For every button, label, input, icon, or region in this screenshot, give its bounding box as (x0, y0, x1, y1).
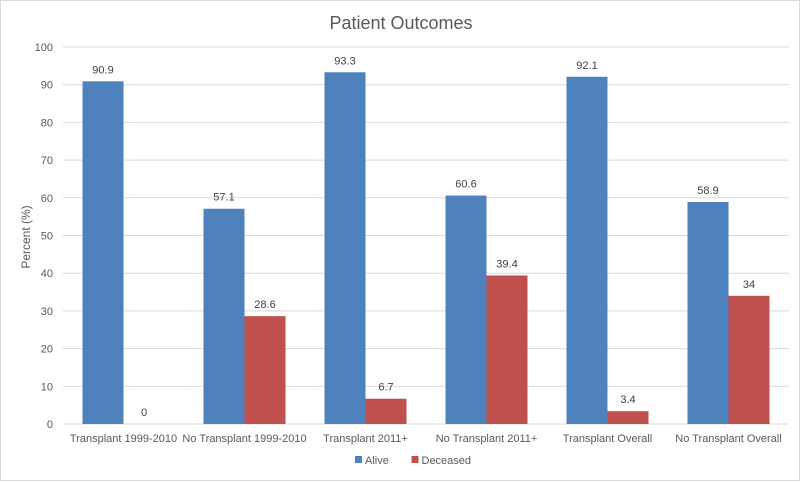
data-label: 0 (141, 407, 147, 419)
legend-label: Deceased (422, 455, 472, 467)
y-tick-label: 20 (41, 344, 53, 356)
data-label: 90.9 (92, 64, 113, 76)
data-label: 58.9 (697, 185, 718, 197)
y-tick-label: 90 (41, 80, 53, 92)
y-tick-label: 0 (47, 419, 53, 431)
legend-swatch-alive (355, 456, 362, 463)
data-label: 92.1 (576, 60, 597, 72)
bar-alive (566, 76, 608, 425)
x-category-label: Transplant 2011+ (323, 433, 408, 445)
x-category-label: Transplant 1999-2010 (70, 433, 177, 445)
y-tick-label: 30 (41, 306, 53, 318)
y-tick-label: 80 (41, 117, 53, 129)
legend-swatch-deceased (411, 456, 419, 463)
chart-title: Patient Outcomes (329, 13, 472, 33)
legend-label: Alive (365, 455, 389, 467)
data-label: 39.4 (496, 258, 517, 270)
bar-deceased (607, 411, 649, 424)
bar-alive (445, 195, 487, 424)
data-label: 93.3 (334, 55, 355, 67)
data-labels: 90.9 0 57.1 28.6 93.3 6.7 60.6 39.4 92.1 3.4 58.9 3… (92, 55, 755, 419)
bar-alive (687, 201, 729, 424)
bar-deceased (486, 275, 528, 424)
data-label: 57.1 (213, 192, 234, 204)
data-label: 6.7 (378, 382, 393, 394)
y-tick-label: 60 (41, 193, 53, 205)
data-label: 28.6 (254, 299, 275, 311)
y-tick-label: 50 (41, 231, 53, 243)
data-label: 60.6 (455, 179, 476, 191)
bars (82, 72, 770, 425)
x-axis-categories: Transplant 1999-2010 No Transplant 1999-2… (70, 433, 782, 445)
bar-alive (324, 72, 366, 424)
y-tick-label: 100 (35, 42, 53, 54)
y-tick-label: 40 (41, 268, 53, 280)
y-axis-ticks: 0 10 20 30 40 50 60 70 80 90 100 (35, 42, 53, 431)
x-category-label: Transplant Overall (563, 433, 652, 445)
bar-alive (82, 81, 124, 424)
bar-alive (203, 208, 245, 424)
bar-deceased (728, 295, 770, 424)
y-axis-label: Percent (%) (19, 205, 33, 268)
legend: Alive Deceased (355, 455, 471, 467)
y-tick-label: 70 (41, 155, 53, 167)
y-tick-label: 10 (41, 381, 53, 393)
x-category-label: No Transplant Overall (675, 433, 781, 445)
bar-deceased (365, 398, 407, 424)
bar-deceased (244, 316, 286, 424)
data-label: 3.4 (620, 394, 635, 406)
x-category-label: No Transplant 1999-2010 (182, 433, 306, 445)
data-label: 34 (743, 279, 755, 291)
gridlines (63, 46, 789, 425)
x-category-label: No Transplant 2011+ (436, 433, 538, 445)
